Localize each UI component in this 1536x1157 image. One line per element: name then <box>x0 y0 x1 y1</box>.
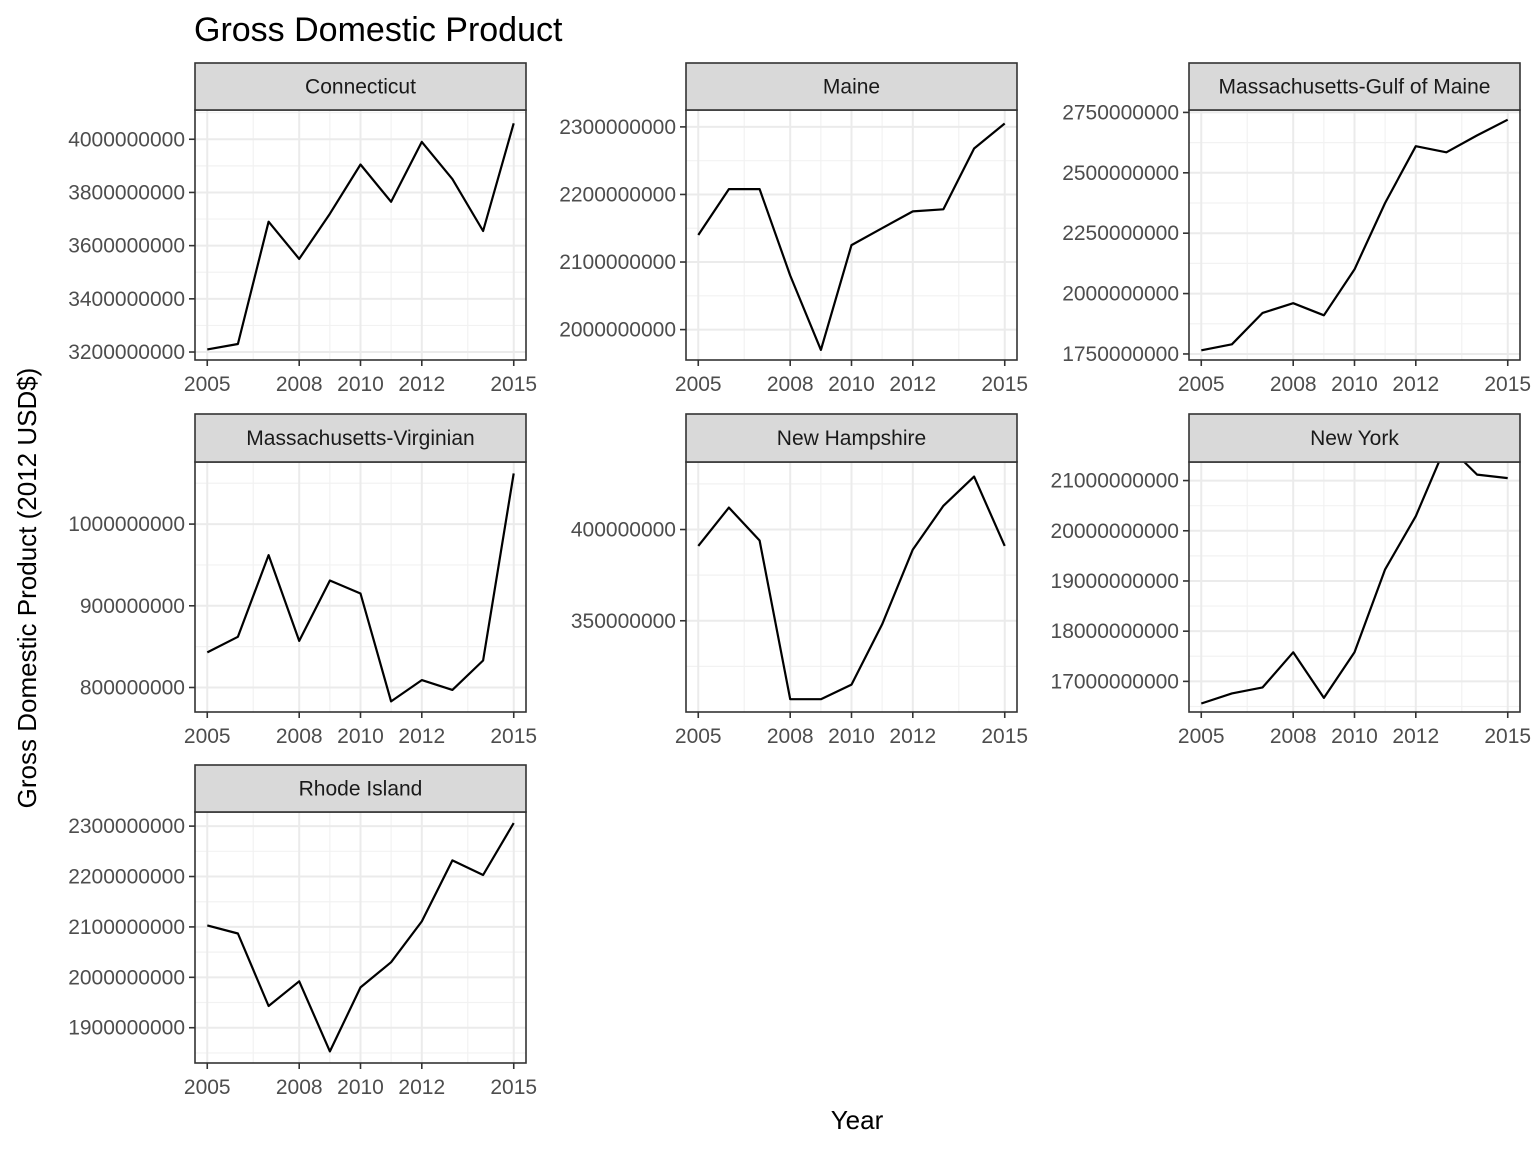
facet-strip <box>194 62 527 111</box>
series-line <box>1201 118 1509 352</box>
x-tick-label: 2010 <box>337 725 384 748</box>
x-tick-label: 2012 <box>1392 725 1439 748</box>
series-line <box>697 475 1006 701</box>
x-tick-label: 2008 <box>276 725 323 748</box>
chart-title: Gross Domestic Product <box>194 11 563 49</box>
facet-panel-new-york: New York 17000000000 18000000000 1900000000… <box>1051 413 1531 748</box>
y-tick-label: 2250000000 <box>1062 222 1179 245</box>
facet-panel-new-hampshire: New Hampshire 350000000 400000000 2005 2008 2… <box>571 413 1028 748</box>
x-tick-label: 2015 <box>490 725 537 748</box>
facet-panel-connecticut: Connecticut 3200000000 3400000000 360000000… <box>68 62 537 396</box>
facet-strip-label: Rhode Island <box>299 778 423 801</box>
facet-strip-label: Massachusetts-Virginian <box>246 427 474 450</box>
x-tick-label: 2012 <box>1392 373 1439 396</box>
x-tick-label: 2005 <box>1178 725 1225 748</box>
y-tick-label: 2750000000 <box>1062 101 1179 124</box>
y-tick-label: 2000000000 <box>559 319 676 342</box>
x-tick-label: 2005 <box>1178 373 1225 396</box>
y-tick-label: 2200000000 <box>559 183 676 206</box>
y-tick-label: 1000000000 <box>68 513 185 536</box>
x-tick-label: 2012 <box>398 725 445 748</box>
x-tick-label: 2012 <box>398 1076 445 1099</box>
y-axis-title: Gross Domestic Product (2012 USD$) <box>12 368 42 809</box>
facet-panel-maine: Maine 2000000000 2100000000 2200000000 23000… <box>559 62 1028 396</box>
facet-strip-label: Connecticut <box>305 76 416 99</box>
y-tick-label: 20000000000 <box>1051 520 1179 543</box>
x-axis-title: Year <box>831 1105 884 1135</box>
x-tick-label: 2008 <box>1270 373 1317 396</box>
y-tick-label: 2000000000 <box>68 966 185 989</box>
facet-strip <box>1188 62 1521 111</box>
y-tick-label: 2100000000 <box>559 251 676 274</box>
y-tick-label: 3400000000 <box>68 288 185 311</box>
y-tick-label: 2000000000 <box>1062 283 1179 306</box>
facet-strip <box>194 764 527 813</box>
series-line <box>207 822 515 1053</box>
y-tick-label: 18000000000 <box>1051 620 1179 643</box>
x-tick-label: 2008 <box>767 373 814 396</box>
x-tick-label: 2005 <box>184 373 231 396</box>
x-tick-label: 2012 <box>889 725 936 748</box>
facet-panels: Connecticut 3200000000 3400000000 360000000… <box>68 62 1531 1099</box>
x-tick-label: 2010 <box>828 373 875 396</box>
x-tick-label: 2005 <box>675 373 722 396</box>
y-tick-label: 400000000 <box>571 519 676 542</box>
y-tick-label: 350000000 <box>571 610 676 633</box>
facet-strip <box>685 413 1018 463</box>
x-tick-label: 2010 <box>1331 725 1378 748</box>
y-tick-label: 3600000000 <box>68 235 185 258</box>
x-tick-label: 2010 <box>828 725 875 748</box>
series-line <box>697 122 1006 351</box>
y-tick-label: 21000000000 <box>1051 470 1179 493</box>
y-tick-label: 19000000000 <box>1051 570 1179 593</box>
facet-strip-label: New Hampshire <box>777 427 926 450</box>
y-tick-label: 2300000000 <box>68 815 185 838</box>
y-tick-label: 2100000000 <box>68 916 185 939</box>
x-tick-label: 2012 <box>889 373 936 396</box>
x-tick-label: 2008 <box>276 1076 323 1099</box>
x-tick-label: 2015 <box>981 373 1028 396</box>
y-tick-label: 1900000000 <box>68 1017 185 1040</box>
y-tick-label: 3200000000 <box>68 341 185 364</box>
x-tick-label: 2005 <box>184 1076 231 1099</box>
facet-panel-massachusetts-gulf-of-maine: Massachusetts-Gulf of Maine 1750000000 200… <box>1062 62 1531 396</box>
y-tick-label: 2200000000 <box>68 866 185 889</box>
facet-panel-massachusetts-virginian: Massachusetts-Virginian 800000000 90000000… <box>68 413 537 748</box>
series-line <box>207 122 515 351</box>
x-tick-label: 2010 <box>337 1076 384 1099</box>
x-tick-label: 2008 <box>1270 725 1317 748</box>
y-tick-label: 900000000 <box>80 595 185 618</box>
x-tick-label: 2010 <box>1331 373 1378 396</box>
x-tick-label: 2005 <box>675 725 722 748</box>
facet-strip-label: New York <box>1310 427 1399 450</box>
y-tick-label: 2300000000 <box>559 116 676 139</box>
y-tick-label: 4000000000 <box>68 128 185 151</box>
y-tick-label: 2500000000 <box>1062 162 1179 185</box>
x-tick-label: 2010 <box>337 373 384 396</box>
x-tick-label: 2008 <box>276 373 323 396</box>
x-tick-label: 2015 <box>981 725 1028 748</box>
facet-strip-label: Maine <box>823 76 880 99</box>
x-tick-label: 2015 <box>1484 725 1531 748</box>
y-tick-label: 1750000000 <box>1062 343 1179 366</box>
facet-panel-rhode-island: Rhode Island 1900000000 2000000000 21000000… <box>68 764 537 1099</box>
facet-strip-label: Massachusetts-Gulf of Maine <box>1219 76 1491 99</box>
x-tick-label: 2015 <box>1484 373 1531 396</box>
y-tick-label: 3800000000 <box>68 181 185 204</box>
x-tick-label: 2012 <box>398 373 445 396</box>
facet-strip <box>685 62 1018 111</box>
y-tick-label: 17000000000 <box>1051 670 1179 693</box>
x-tick-label: 2015 <box>490 373 537 396</box>
series-line <box>206 473 515 703</box>
x-tick-label: 2015 <box>490 1076 537 1099</box>
facet-strip <box>1188 413 1521 463</box>
x-tick-label: 2005 <box>184 725 231 748</box>
facet-strip <box>194 413 527 463</box>
y-tick-label: 800000000 <box>80 676 185 699</box>
x-tick-label: 2008 <box>767 725 814 748</box>
